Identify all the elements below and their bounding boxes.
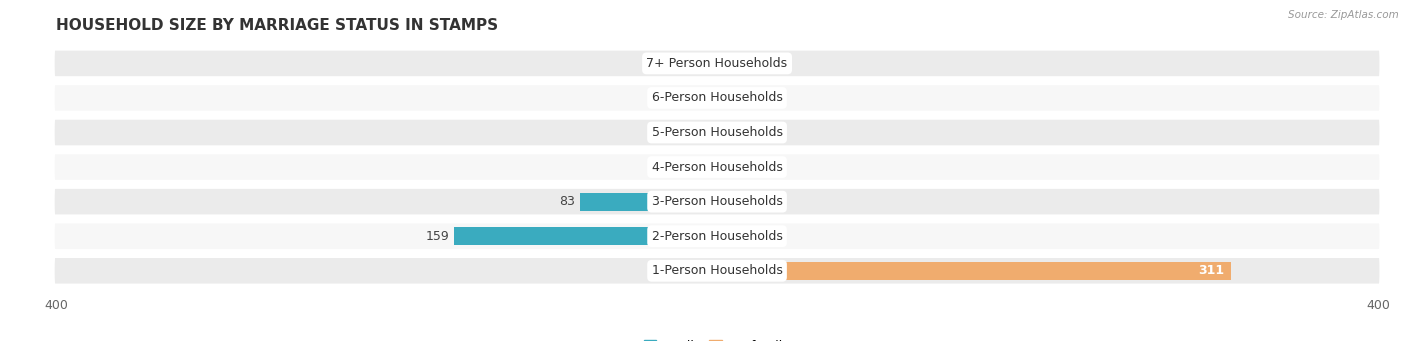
FancyBboxPatch shape: [53, 152, 1381, 182]
Text: 83: 83: [560, 195, 575, 208]
Text: Source: ZipAtlas.com: Source: ZipAtlas.com: [1288, 10, 1399, 20]
Text: 18: 18: [664, 126, 679, 139]
Text: 159: 159: [426, 230, 450, 243]
FancyBboxPatch shape: [53, 84, 1381, 113]
Text: 311: 311: [1198, 264, 1225, 277]
Text: 1-Person Households: 1-Person Households: [651, 264, 783, 277]
FancyBboxPatch shape: [53, 256, 1381, 285]
Bar: [454, 227, 717, 245]
Bar: [685, 55, 717, 72]
Text: 5: 5: [755, 161, 763, 174]
Text: 8: 8: [671, 57, 679, 70]
Legend: Family, Nonfamily: Family, Nonfamily: [638, 335, 796, 341]
Text: 13: 13: [664, 161, 679, 174]
Text: 3-Person Households: 3-Person Households: [651, 195, 783, 208]
Bar: [717, 227, 751, 245]
Bar: [717, 262, 1230, 280]
Text: HOUSEHOLD SIZE BY MARRIAGE STATUS IN STAMPS: HOUSEHOLD SIZE BY MARRIAGE STATUS IN STA…: [56, 18, 498, 33]
Text: 18: 18: [755, 195, 770, 208]
Bar: [685, 123, 717, 142]
FancyBboxPatch shape: [53, 118, 1381, 147]
Bar: [685, 158, 717, 176]
Bar: [579, 193, 717, 211]
Text: 7+ Person Households: 7+ Person Households: [647, 57, 787, 70]
Text: 2-Person Households: 2-Person Households: [651, 230, 783, 243]
Text: 4-Person Households: 4-Person Households: [651, 161, 783, 174]
Text: 5-Person Households: 5-Person Households: [651, 126, 783, 139]
Text: 6-Person Households: 6-Person Households: [651, 91, 783, 104]
Bar: [717, 193, 751, 211]
FancyBboxPatch shape: [53, 222, 1381, 251]
Text: 5: 5: [671, 91, 679, 104]
FancyBboxPatch shape: [53, 49, 1381, 78]
Bar: [717, 158, 751, 176]
FancyBboxPatch shape: [53, 187, 1381, 216]
Bar: [685, 89, 717, 107]
Text: 8: 8: [755, 230, 763, 243]
